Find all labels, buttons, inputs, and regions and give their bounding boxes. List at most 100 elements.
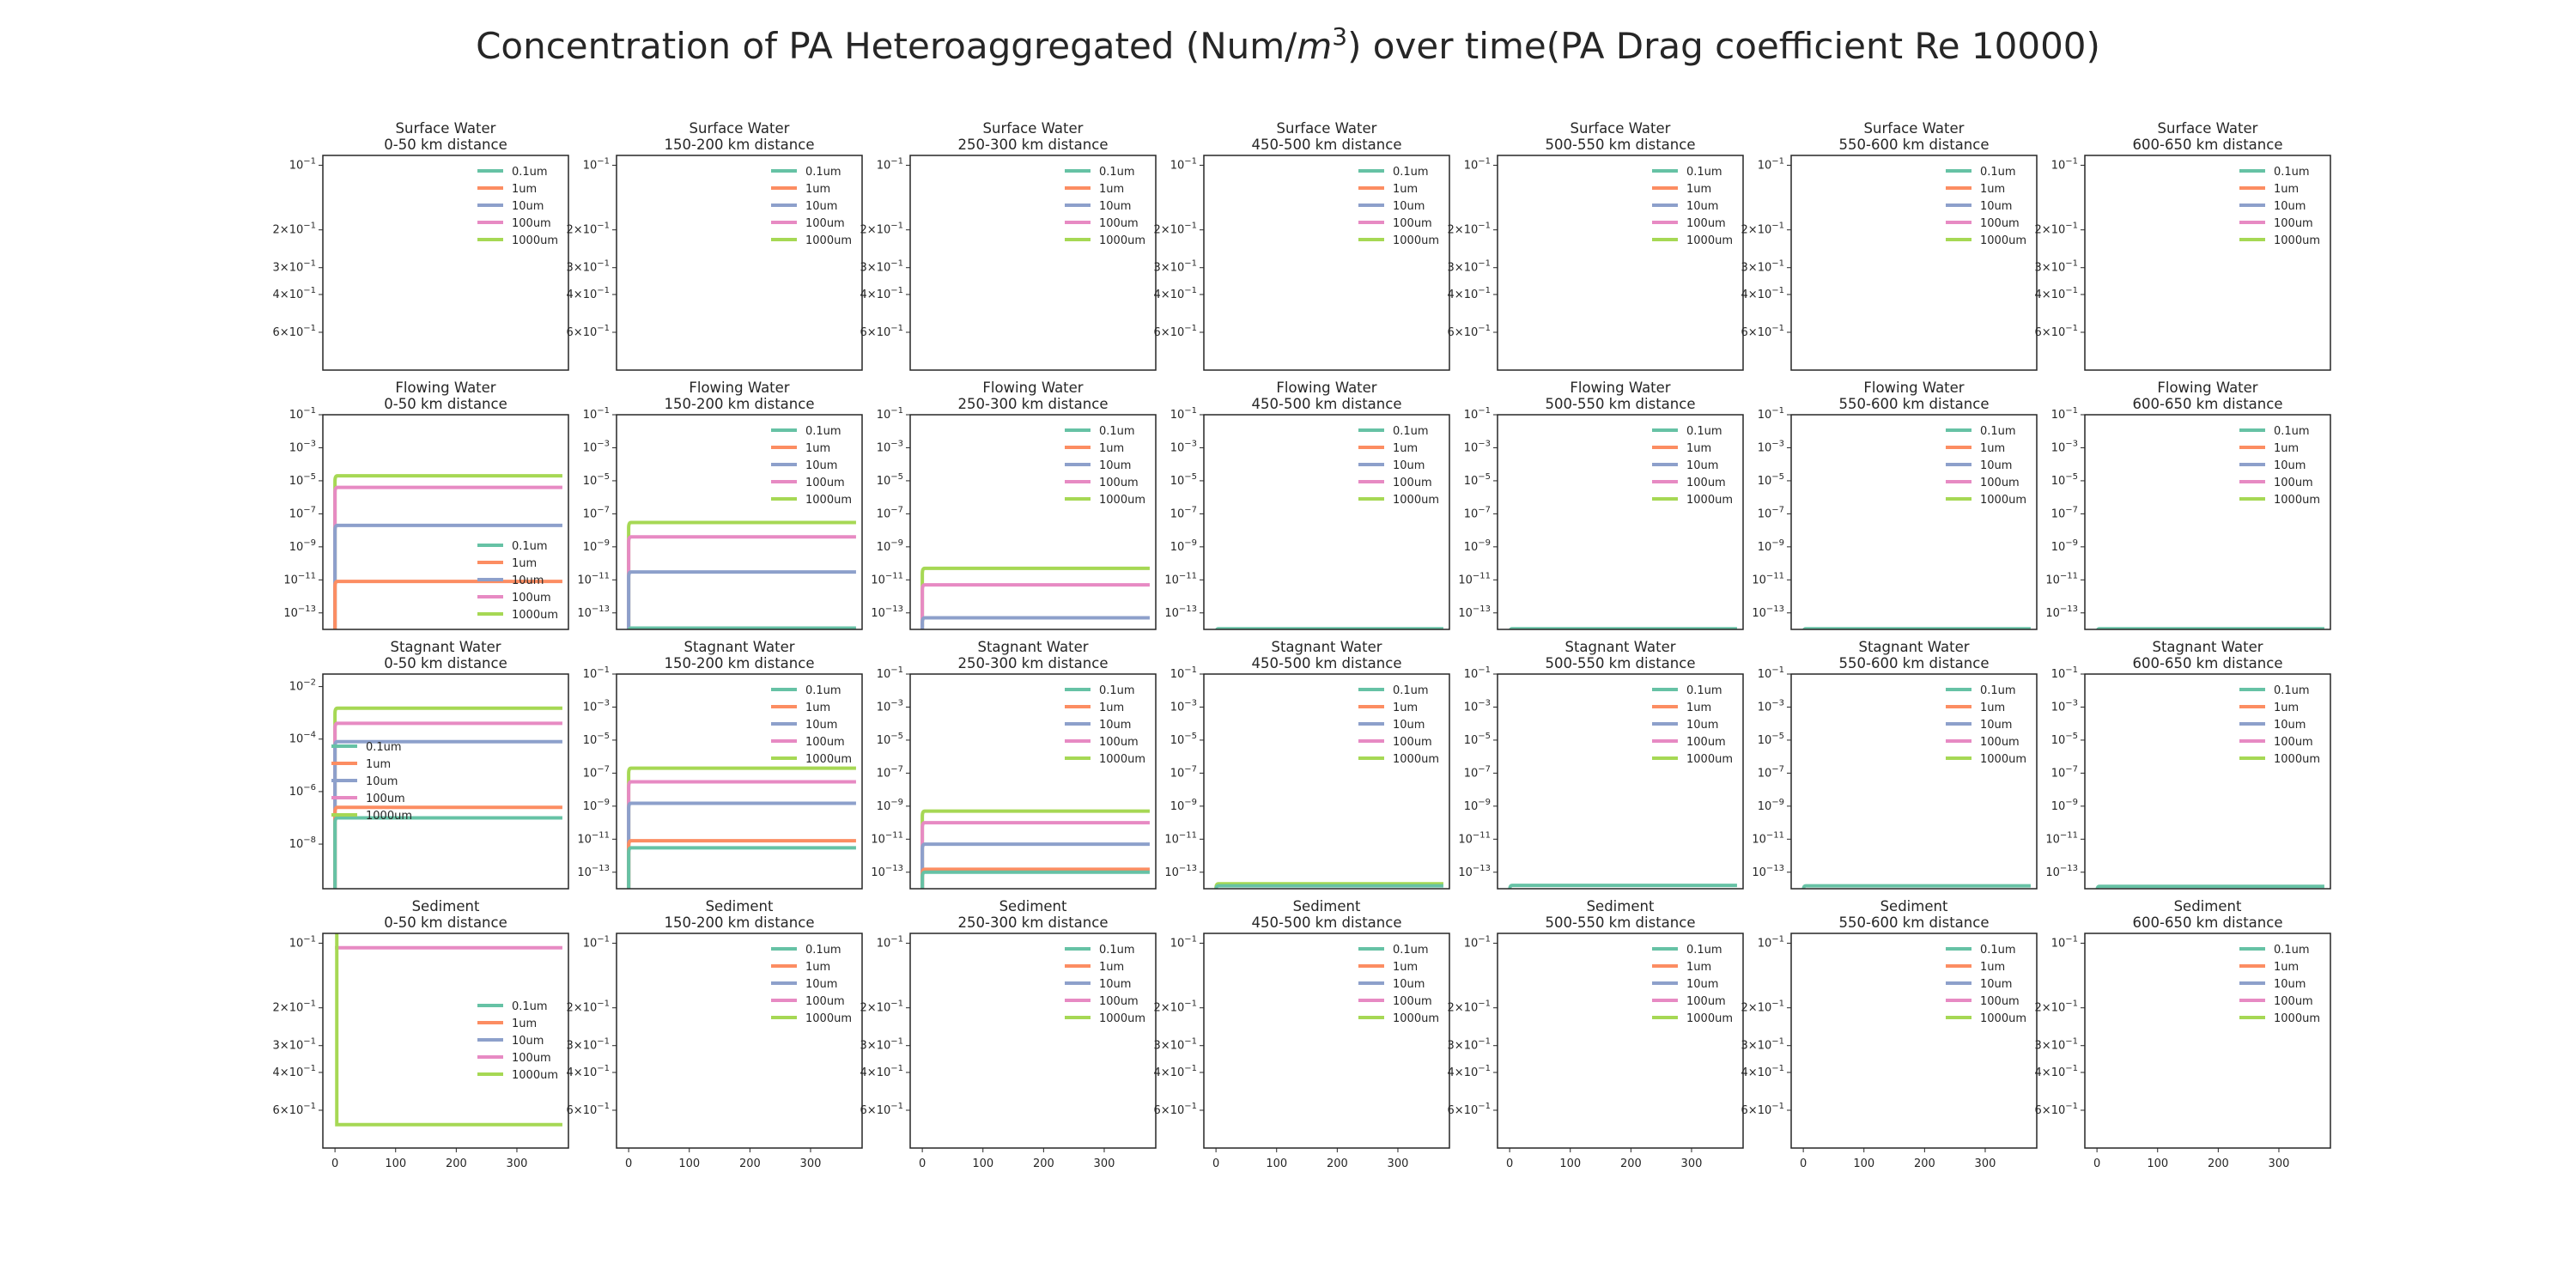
panel-title: Stagnant Water 450-500 km distance [1252,639,1402,671]
y-tick-label: 10−5 [1170,732,1197,747]
plot-frame [909,414,1157,630]
legend-label: 10um [366,775,398,788]
legend-label: 10um [2274,719,2306,732]
legend-label: 0.1um [805,944,841,957]
legend-label: 1000um [1099,234,1145,247]
panel: Flowing Water 450-500 km distance 10−1 10−3… [1164,380,1450,630]
panel: Stagnant Water 500-550 km distance 10−1 10−… [1458,639,1744,890]
legend-label: 100um [1393,477,1432,489]
y-tick-label: 10−5 [877,732,903,747]
series-line [333,721,562,889]
panel: Flowing Water 550-600 km distance 10−1 10−3… [1752,380,2038,630]
y-tick-label: 10−1 [877,406,903,422]
legend-label: 0.1um [2274,944,2310,957]
legend-label: 0.1um [805,166,841,179]
panel-title: Flowing Water 450-500 km distance [1252,380,1402,412]
series-line [333,580,562,629]
y-tick-label: 10−1 [2051,156,2078,172]
y-tick-label: 10−1 [1170,406,1197,422]
series-group [627,520,856,629]
y-tick-label: 10−7 [1170,505,1197,520]
legend-label: 1um [2274,442,2299,455]
legend-label: 100um [1686,736,1726,749]
plot-frame [322,933,569,1149]
legend-label: 0.1um [1099,944,1135,957]
y-tick-label: 10−7 [583,505,610,520]
y-tick-label: 3×10−1 [273,1037,316,1053]
legend-label: 10um [1393,459,1425,472]
y-tick-label: 10−1 [1758,156,1784,172]
series-group [335,933,562,1127]
y-tick-label: 10−1 [1464,934,1491,950]
legend-label: 100um [1099,217,1139,230]
series-line [920,809,1150,889]
y-tick-label: 10−9 [2051,538,2078,554]
series-group [1508,884,1737,889]
y-tick-label: 3×10−1 [860,1037,903,1053]
y-tick-label: 10−5 [583,732,610,747]
legend: 0.1um 1um 10um 100um 1000um [1065,684,1145,766]
series-line [1508,884,1737,889]
plot-frame [1790,673,2038,890]
y-tick-label: 10−11 [1164,571,1197,586]
x-tick-label: 200 [2208,1157,2229,1170]
legend-label: 1000um [512,234,558,247]
y-tick-label: 10−5 [583,472,610,488]
y-tick-label: 6×10−1 [567,324,610,339]
legend-label: 10um [2274,978,2306,991]
legend: 0.1um 1um 10um 100um 1000um [771,944,852,1025]
legend-label: 1um [1099,442,1124,455]
x-tick-label: 200 [1327,1157,1348,1170]
y-tick-label: 10−5 [1464,472,1491,488]
legend-label: 1000um [805,1012,852,1025]
y-tick-label: 10−7 [1170,764,1197,780]
y-tick-label: 10−7 [583,764,610,780]
legend: 0.1um 1um 10um 100um 1000um [477,540,558,622]
x-tick-label: 300 [507,1157,528,1170]
panel-title: Stagnant Water 150-200 km distance [665,639,815,671]
y-tick-label: 4×10−1 [1741,286,1784,301]
y-tick-label: 10−11 [577,571,610,586]
legend: 0.1um 1um 10um 100um 1000um [1946,425,2026,507]
plot-frame [616,673,863,890]
legend-label: 0.1um [1980,684,2016,697]
legend-label: 100um [366,793,405,805]
y-tick-label: 6×10−1 [2035,324,2078,339]
y-tick-label: 6×10−1 [273,324,316,339]
series-group [2096,627,2324,629]
panel: Stagnant Water 600-650 km distance 10−1 10−… [2045,639,2331,890]
legend-label: 0.1um [1980,944,2016,957]
x-tick-label: 300 [2269,1157,2290,1170]
legend-label: 1000um [1393,494,1439,507]
panel: Flowing Water 150-200 km distance 10−1 10−3… [577,380,863,630]
legend-label: 0.1um [512,166,548,179]
legend-label: 1um [1393,183,1418,196]
y-tick-label: 3×10−1 [567,259,610,275]
legend-label: 1000um [805,753,852,766]
x-tick-label: 0 [1212,1157,1219,1170]
plot-frame [1497,414,1744,630]
legend-label: 10um [2274,459,2306,472]
legend-label: 10um [1099,719,1131,732]
y-tick-label: 10−9 [1170,538,1197,554]
y-tick-label: 10−13 [577,864,610,879]
legend-label: 100um [1980,217,2020,230]
series-line [920,583,1150,629]
legend-label: 100um [1980,736,2020,749]
y-tick-label: 6×10−1 [860,324,903,339]
legend-label: 0.1um [1099,425,1135,438]
plot-frame [2084,414,2331,630]
series-group [2095,884,2324,889]
legend: 0.1um 1um 10um 100um 1000um [1652,166,1733,247]
y-tick-label: 10−13 [871,605,903,620]
legend: 0.1um 1um 10um 100um 1000um [771,425,852,507]
legend-label: 100um [805,477,845,489]
y-tick-label: 3×10−1 [1154,1037,1197,1053]
legend-label: 1um [1980,961,2005,974]
panel: Stagnant Water 550-600 km distance 10−1 10−… [1752,639,2038,890]
panel: Stagnant Water 250-300 km distance 10−1 10−… [871,639,1157,890]
y-tick-label: 10−5 [2051,732,2078,747]
legend-label: 1000um [2274,494,2320,507]
y-tick-label: 10−1 [1170,665,1197,681]
y-tick-label: 10−3 [1464,698,1491,714]
